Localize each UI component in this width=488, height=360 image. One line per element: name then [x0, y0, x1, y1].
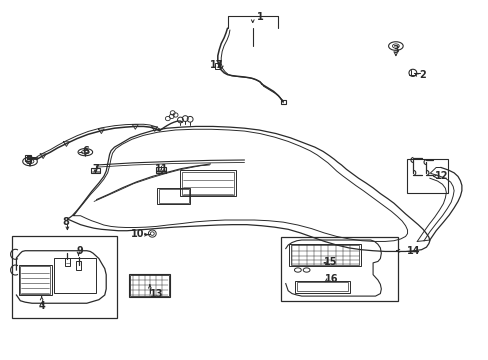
Bar: [19, 265, 52, 295]
Bar: [25, 156, 31, 161]
Bar: [182, 172, 234, 195]
Text: 17: 17: [210, 60, 223, 70]
Text: 10: 10: [131, 229, 144, 239]
Text: 15: 15: [324, 257, 337, 267]
Bar: [280, 237, 398, 301]
Bar: [296, 282, 347, 292]
Text: 5: 5: [26, 157, 32, 166]
Bar: [130, 275, 168, 296]
Text: 1: 1: [257, 13, 264, 22]
Text: 9: 9: [76, 247, 83, 256]
Bar: [54, 257, 95, 293]
Text: 6: 6: [82, 147, 88, 157]
Bar: [288, 244, 360, 266]
Text: 11: 11: [155, 163, 168, 174]
Text: 7: 7: [92, 163, 99, 174]
Bar: [215, 63, 220, 68]
Bar: [76, 261, 81, 270]
Text: 8: 8: [62, 217, 69, 227]
Bar: [158, 189, 188, 203]
Text: 3: 3: [392, 45, 398, 55]
Bar: [156, 167, 165, 173]
Text: 14: 14: [406, 246, 419, 256]
Bar: [295, 281, 349, 293]
Text: 2: 2: [419, 69, 426, 80]
Bar: [157, 188, 190, 204]
Bar: [290, 245, 359, 265]
Text: 16: 16: [325, 274, 338, 284]
Bar: [180, 170, 236, 196]
Bar: [65, 258, 70, 266]
Bar: [280, 100, 285, 104]
Text: 12: 12: [434, 171, 447, 181]
Text: 4: 4: [38, 301, 45, 311]
Bar: [12, 236, 117, 318]
Text: 13: 13: [149, 289, 163, 298]
Bar: [129, 274, 170, 297]
Bar: [90, 168, 100, 173]
Bar: [406, 158, 447, 193]
Bar: [20, 266, 50, 294]
